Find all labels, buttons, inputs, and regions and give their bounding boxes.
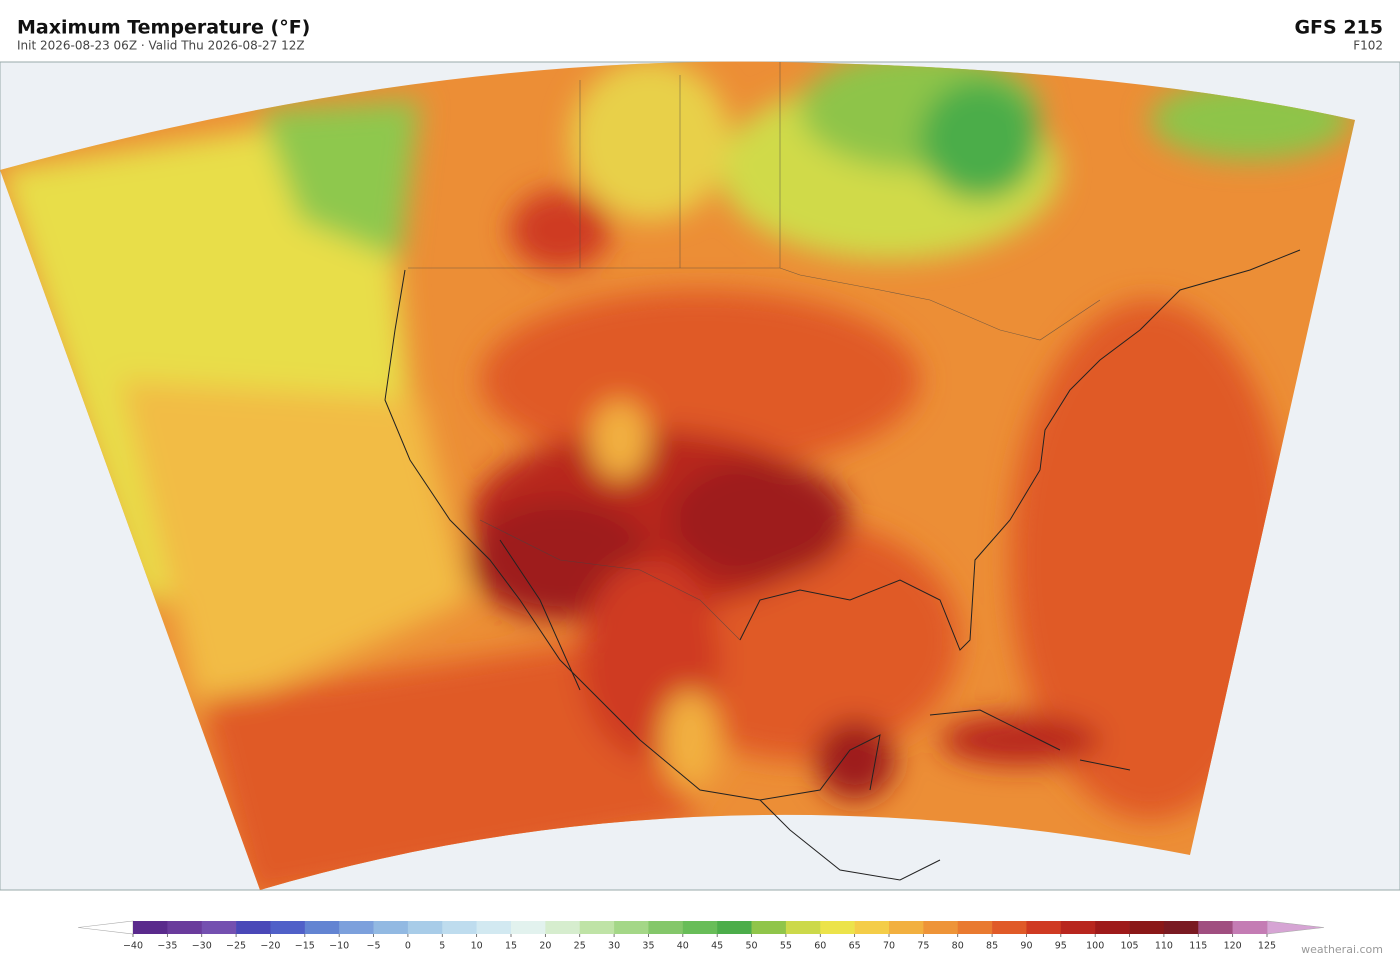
colorbar-tick-label: 120: [1224, 941, 1242, 952]
colorbar-tick-label: 95: [1055, 941, 1067, 952]
colorbar-bin: [717, 921, 752, 934]
credit: weatherai.com: [1301, 943, 1383, 956]
borders: [408, 62, 1101, 641]
colorbar-tick-label: 40: [677, 941, 689, 952]
colorbar-tick-label: −5: [367, 941, 381, 952]
colorbar-tick-label: 45: [711, 941, 723, 952]
colorbar-tick-label: 0: [405, 941, 411, 952]
colorbar-tick-label: 55: [780, 941, 792, 952]
colorbar-bin: [614, 921, 649, 934]
forecast-hour: F102: [1353, 39, 1383, 53]
colorbar-bin: [133, 921, 168, 934]
colorbar-bin: [511, 921, 546, 934]
colorbar-bin: [957, 921, 993, 934]
colorbar-bin: [820, 921, 855, 934]
colorbar-tick-label: 85: [986, 941, 998, 952]
colorbar-tick-label: 5: [439, 941, 445, 952]
colorbar-bin: [785, 921, 821, 934]
title: Maximum Temperature (°F): [17, 17, 310, 39]
colorbar-tick-label: 25: [574, 941, 586, 952]
colorbar-tick-label: 75: [917, 941, 929, 952]
colorbar-bin: [1060, 921, 1096, 934]
colorbar-tick-label: 60: [814, 941, 826, 952]
colorbar-tick-label: 50: [745, 941, 757, 952]
temperature-field: [0, 61, 1355, 890]
colorbar-bin: [854, 921, 890, 934]
colorbar-tick-label: 105: [1120, 941, 1138, 952]
colorbar-tick-label: −15: [295, 941, 315, 952]
colorbar-bin: [1163, 921, 1199, 934]
colorbar-tick-label: 110: [1155, 941, 1173, 952]
colorbar-bin: [1198, 921, 1233, 934]
colorbar-bin: [373, 921, 409, 934]
colorbar-bin: [236, 921, 271, 934]
colorbar-tick-label: 65: [849, 941, 861, 952]
colorbar-tick-label: 10: [471, 941, 483, 952]
colorbar-tick-label: 90: [1020, 941, 1032, 952]
colorbar-bin: [579, 921, 615, 934]
colorbar-bin: [923, 921, 959, 934]
colorbar-bin: [682, 921, 718, 934]
coastlines: [384, 249, 1301, 881]
colorbar-tick-label: 100: [1086, 941, 1104, 952]
colorbar-bin: [648, 921, 684, 934]
colorbar-bin: [304, 921, 340, 934]
colorbar-bin: [545, 921, 581, 934]
colorbar-tick-label: −20: [260, 941, 280, 952]
colorbar-bin: [889, 921, 924, 934]
colorbar-under: [77, 920, 134, 935]
colorbar-tick-label: 35: [642, 941, 654, 952]
colorbar-tick-label: −30: [192, 941, 212, 952]
colorbar: −40 −35 −30 −25 −20 −15 −10 −5 0 5 10 15 20 25 30 35 40 4…: [77, 920, 1325, 952]
colorbar-bin: [1095, 921, 1130, 934]
colorbar-tick-label: 115: [1189, 941, 1207, 952]
colorbar-bin: [270, 921, 306, 934]
colorbar-bin: [1129, 921, 1165, 934]
colorbar-bin: [751, 921, 787, 934]
colorbar-tick-label: 80: [952, 941, 964, 952]
colorbar-bin: [992, 921, 1027, 934]
colorbar-tick-label: −35: [157, 941, 177, 952]
colorbar-bin: [407, 921, 443, 934]
subtitle: Init 2026-08-23 06Z · Valid Thu 2026-08-…: [17, 39, 305, 53]
colorbar-bin: [201, 921, 237, 934]
colorbar-tick-label: 20: [539, 941, 551, 952]
colorbar-bin: [442, 921, 477, 934]
colorbar-tick-label: 30: [608, 941, 620, 952]
colorbar-tick-label: −40: [123, 941, 143, 952]
colorbar-bin: [167, 921, 203, 934]
colorbar-bin: [476, 921, 512, 934]
colorbar-tick-label: −10: [329, 941, 349, 952]
colorbar-tick-label: 125: [1258, 941, 1276, 952]
colorbar-tick-label: −25: [226, 941, 246, 952]
colorbar-tick-label: 15: [505, 941, 517, 952]
colorbar-bin: [339, 921, 374, 934]
colorbar-tick-label: 70: [883, 941, 895, 952]
colorbar-over: [1266, 920, 1325, 935]
colorbar-bin: [1232, 921, 1268, 934]
model-name: GFS 215: [1294, 17, 1383, 39]
colorbar-bin: [1026, 921, 1062, 934]
